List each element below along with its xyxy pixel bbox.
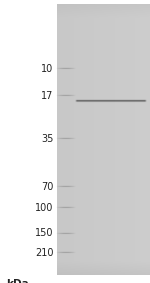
Text: 70: 70 xyxy=(41,182,53,192)
Text: 10: 10 xyxy=(41,64,53,74)
Text: kDa: kDa xyxy=(6,279,29,283)
Text: 17: 17 xyxy=(41,91,53,101)
Text: 150: 150 xyxy=(35,228,53,239)
Text: 100: 100 xyxy=(35,203,53,213)
Text: 210: 210 xyxy=(35,248,53,258)
Text: 35: 35 xyxy=(41,134,53,144)
